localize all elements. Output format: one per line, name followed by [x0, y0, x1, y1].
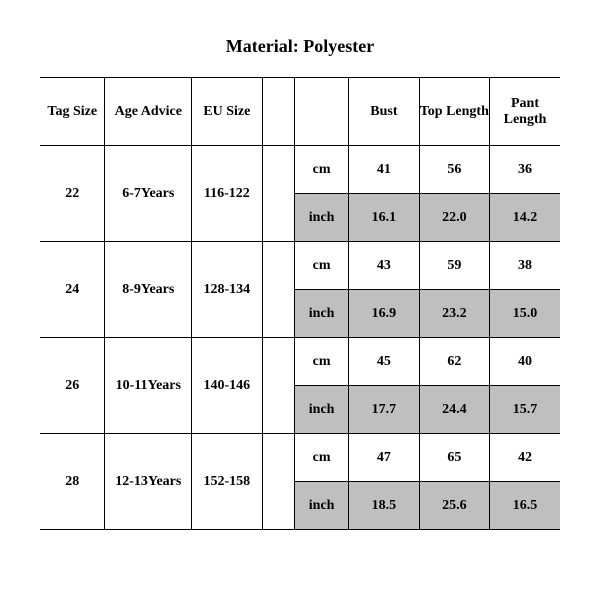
cell-tag-size: 22	[40, 146, 105, 242]
cell-bust: 16.9	[349, 290, 419, 338]
cell-unit-cm: cm	[295, 338, 349, 386]
cell-pant: 42	[490, 434, 560, 482]
cell-pant: 15.7	[490, 386, 560, 434]
cell-eu: 128-134	[192, 242, 262, 338]
cell-eu: 152-158	[192, 434, 262, 530]
cell-unit-cm: cm	[295, 434, 349, 482]
cell-pant: 14.2	[490, 194, 560, 242]
col-eu-size: EU Size	[192, 78, 262, 146]
size-table-container: Tag Size Age Advice EU Size Bust Top Len…	[0, 77, 600, 530]
cell-bust: 47	[349, 434, 419, 482]
cell-age: 12-13Years	[105, 434, 192, 530]
cell-top: 65	[419, 434, 489, 482]
cell-age: 6-7Years	[105, 146, 192, 242]
cell-top: 59	[419, 242, 489, 290]
cell-unit-cm: cm	[295, 146, 349, 194]
cell-eu: 116-122	[192, 146, 262, 242]
table-row: 28 12-13Years 152-158 cm 47 65 42	[40, 434, 560, 482]
table-row: 24 8-9Years 128-134 cm 43 59 38	[40, 242, 560, 290]
size-table: Tag Size Age Advice EU Size Bust Top Len…	[40, 77, 560, 530]
cell-unit-inch: inch	[295, 386, 349, 434]
cell-tag-size: 24	[40, 242, 105, 338]
col-gap	[262, 78, 294, 146]
cell-age: 8-9Years	[105, 242, 192, 338]
cell-tag-size: 28	[40, 434, 105, 530]
cell-age: 10-11Years	[105, 338, 192, 434]
page-title: Material: Polyester	[0, 0, 600, 77]
cell-gap	[262, 146, 294, 242]
col-tag-size: Tag Size	[40, 78, 105, 146]
cell-pant: 15.0	[490, 290, 560, 338]
col-bust: Bust	[349, 78, 419, 146]
cell-bust: 17.7	[349, 386, 419, 434]
cell-eu: 140-146	[192, 338, 262, 434]
col-unit	[295, 78, 349, 146]
cell-top: 62	[419, 338, 489, 386]
cell-bust: 18.5	[349, 482, 419, 530]
table-header-row: Tag Size Age Advice EU Size Bust Top Len…	[40, 78, 560, 146]
table-row: 26 10-11Years 140-146 cm 45 62 40	[40, 338, 560, 386]
col-age-advice: Age Advice	[105, 78, 192, 146]
cell-gap	[262, 242, 294, 338]
cell-unit-inch: inch	[295, 482, 349, 530]
cell-top: 24.4	[419, 386, 489, 434]
cell-pant: 38	[490, 242, 560, 290]
cell-top: 22.0	[419, 194, 489, 242]
cell-top: 56	[419, 146, 489, 194]
cell-unit-inch: inch	[295, 290, 349, 338]
cell-tag-size: 26	[40, 338, 105, 434]
cell-gap	[262, 434, 294, 530]
cell-pant: 16.5	[490, 482, 560, 530]
table-row: 22 6-7Years 116-122 cm 41 56 36	[40, 146, 560, 194]
cell-bust: 43	[349, 242, 419, 290]
col-top-length: Top Length	[419, 78, 489, 146]
cell-pant: 36	[490, 146, 560, 194]
cell-unit-cm: cm	[295, 242, 349, 290]
cell-bust: 45	[349, 338, 419, 386]
cell-unit-inch: inch	[295, 194, 349, 242]
col-pant-length: Pant Length	[490, 78, 560, 146]
cell-top: 23.2	[419, 290, 489, 338]
cell-top: 25.6	[419, 482, 489, 530]
cell-bust: 16.1	[349, 194, 419, 242]
cell-pant: 40	[490, 338, 560, 386]
cell-bust: 41	[349, 146, 419, 194]
cell-gap	[262, 338, 294, 434]
